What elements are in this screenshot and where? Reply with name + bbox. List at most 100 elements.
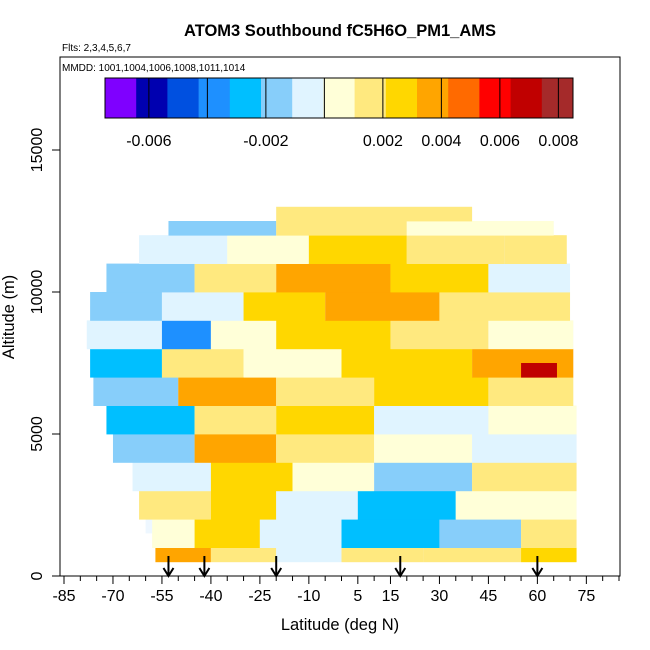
heatmap-cell (488, 320, 574, 350)
x-tick-label: -55 (150, 588, 173, 605)
heatmap-cell (194, 263, 277, 293)
x-tick-label: -85 (52, 588, 75, 605)
heatmap-cell (168, 221, 277, 236)
x-tick-label: 30 (431, 588, 449, 605)
colorbar-segment (105, 78, 137, 118)
heatmap-cell (90, 348, 162, 378)
colorbar (104, 77, 574, 119)
y-tick-label: 15000 (29, 128, 46, 173)
heatmap-cell (276, 320, 391, 350)
heatmap-cell (161, 320, 211, 350)
colorbar-segment (385, 78, 418, 118)
y-axis-label: Altitude (m) (0, 275, 18, 359)
x-tick-label: -70 (101, 588, 124, 605)
colorbar-segment (292, 78, 324, 118)
heatmap-cell (276, 377, 375, 406)
colorbar-segment (323, 78, 356, 118)
colorbar-frame (104, 77, 574, 119)
heatmap-cell (210, 462, 293, 492)
x-tick-label: 60 (528, 588, 546, 605)
heatmap-cell (155, 547, 211, 563)
x-tick-label: -25 (248, 588, 271, 605)
heatmap-cell (423, 547, 522, 563)
heatmap-cell (374, 377, 489, 406)
heatmap-cell (210, 490, 277, 520)
heatmap-cell (106, 263, 195, 293)
heatmap-cell (374, 405, 489, 435)
y-tick-label: 0 (29, 571, 46, 580)
colorbar-tick-label: 0.004 (421, 133, 461, 150)
heatmap-cell (90, 292, 162, 321)
x-axis-label: Latitude (deg N) (281, 616, 399, 634)
heatmap-cell (161, 292, 244, 321)
colorbar-tick-label: 0.002 (363, 133, 403, 150)
flights-label: Flts: 2,3,4,5,6,7 (62, 43, 131, 54)
heatmap-cell (374, 462, 473, 492)
heatmap-cell (488, 263, 571, 293)
colorbar-segment (541, 78, 574, 118)
x-tick-label: 75 (577, 588, 595, 605)
heatmap-cell (276, 263, 391, 293)
colorbar-segment (417, 78, 449, 118)
x-tick-label: 15 (382, 588, 400, 605)
heatmap-cell (341, 519, 440, 548)
heatmap-cell (390, 320, 489, 350)
chart-title: ATOM3 Southbound fC5H6O_PM1_AMS (184, 22, 496, 40)
heatmap-cell (439, 519, 522, 548)
heatmap-cell (210, 547, 277, 563)
colorbar-segment (198, 78, 231, 118)
heatmap-cell (521, 363, 557, 378)
heatmap-cell (276, 206, 473, 222)
heatmap-cell (276, 490, 358, 520)
heatmap-cell (455, 490, 577, 520)
x-tick-label: -40 (199, 588, 222, 605)
heatmap-cell (472, 434, 577, 463)
heatmap-cell (521, 547, 577, 563)
y-tick-label: 5000 (29, 416, 46, 452)
heatmap-cell (194, 519, 260, 548)
colorbar-segment (136, 78, 168, 118)
heatmap-cell (406, 221, 554, 236)
heatmap-cell (472, 462, 577, 492)
colorbar-tick-label: -0.002 (243, 133, 288, 150)
colorbar-tick-label: 0.008 (538, 133, 578, 150)
colorbar-tick-label: 0.006 (480, 133, 520, 150)
heatmap-cell (243, 292, 326, 321)
colorbar-segment (510, 78, 543, 118)
heatmap-cell (86, 320, 162, 350)
heatmap-cell (210, 320, 277, 350)
heatmap-cell (357, 490, 456, 520)
heatmap-cell (161, 348, 244, 378)
colorbar-segment (354, 78, 387, 118)
heatmap-cell (276, 221, 407, 236)
heatmap-cell (276, 405, 375, 435)
x-axis: -85 -70 -55 -40 -25 -10 5 15 30 45 60 75 (52, 575, 620, 605)
colorbar-segment (448, 78, 480, 118)
heatmap-cell (152, 519, 195, 548)
colorbar-segment (479, 78, 512, 118)
heatmap-cell (227, 235, 309, 264)
heatmap-cell (112, 434, 195, 463)
heatmap-cell (106, 405, 195, 435)
heatmap-cell (308, 235, 407, 264)
heatmap-cell (139, 490, 211, 520)
heatmap-cell (93, 377, 179, 406)
heatmap-cell (194, 434, 277, 463)
heatmap-cell (292, 462, 375, 492)
heatmap-cell (276, 547, 342, 563)
heatmap-cell (488, 405, 577, 435)
heatmap-cell (243, 348, 342, 378)
heatmap-cell (325, 292, 440, 321)
x-tick-label: 45 (480, 588, 498, 605)
heatmap-cell (341, 348, 473, 378)
y-tick-label: 10000 (29, 270, 46, 315)
heatmap-cell (132, 462, 211, 492)
heatmap-cell (374, 434, 473, 463)
heatmap-cell (276, 434, 375, 463)
colorbar-tick-label: -0.006 (126, 133, 171, 150)
x-tick-label: -10 (297, 588, 320, 605)
x-tick-label: 5 (353, 588, 362, 605)
heatmap-cell (406, 235, 505, 264)
heatmap-cell (178, 377, 277, 406)
